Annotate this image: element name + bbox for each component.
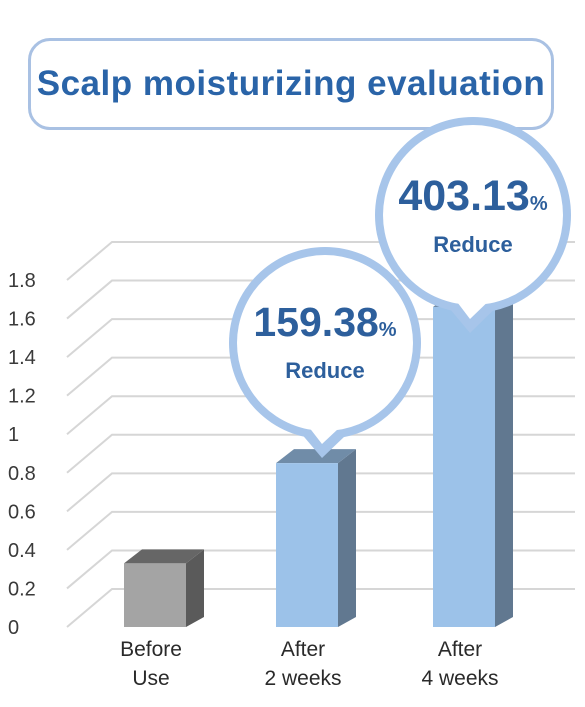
bar-front (276, 463, 338, 627)
y-axis-ticks: 0 0.2 0.4 0.6 0.8 1 1.2 1.4 1.6 1.8 (8, 270, 36, 639)
bars (124, 292, 513, 627)
bar-side (186, 549, 204, 627)
gridline (66, 472, 575, 513)
x-category-label: After (438, 638, 482, 661)
callout-label: Reduce (433, 232, 512, 257)
gridline (66, 510, 575, 551)
y-tick-label: 1.4 (8, 347, 36, 369)
callout-label: Reduce (285, 358, 364, 383)
gridline (66, 549, 575, 590)
x-category-label: After (281, 638, 325, 661)
callout-face (237, 255, 413, 431)
bar-front (433, 306, 495, 627)
y-tick-label: 1.2 (8, 386, 36, 408)
y-tick-label: 1.8 (8, 270, 36, 292)
callout-unit: % (379, 319, 397, 341)
callout-face (383, 125, 563, 305)
x-category-label: 2 weeks (264, 667, 341, 690)
bar-side (495, 292, 513, 627)
callout-pointer (443, 301, 503, 333)
bar-side (338, 449, 356, 627)
gridline (66, 433, 575, 474)
chart-title-box: Scalp moisturizing evaluation (28, 38, 554, 130)
x-axis-categories: Before Use After 2 weeks After 4 weeks (120, 638, 498, 690)
callout-unit: % (530, 193, 548, 215)
bar (276, 449, 356, 627)
callout-value: 159.38% (253, 299, 396, 345)
callout-pointer-inner (306, 423, 344, 444)
y-tick-label: 0.2 (8, 578, 36, 600)
x-category-label: Before (120, 638, 182, 661)
y-tick-label: 1 (8, 424, 19, 446)
x-category-label: Use (132, 667, 169, 690)
callout-bubble: 159.38% Reduce (229, 247, 421, 458)
y-tick-label: 0.8 (8, 463, 36, 485)
chart-title: Scalp moisturizing evaluation (36, 64, 546, 103)
y-tick-label: 1.6 (8, 309, 36, 331)
callout-number: 403.13 (398, 172, 530, 220)
y-tick-label: 0.4 (8, 540, 36, 562)
bar-front (124, 563, 186, 627)
bar (124, 549, 204, 627)
gridline (66, 588, 575, 628)
gridline (66, 318, 575, 358)
bar-top (276, 449, 356, 464)
callout-pointer (296, 427, 354, 458)
bar (433, 292, 513, 627)
y-tick-label: 0.6 (8, 501, 36, 523)
gridline (66, 356, 575, 397)
callout-bubble: 403.13% Reduce (375, 117, 571, 333)
callout-pointer-inner (453, 297, 493, 319)
grid-layer (66, 241, 575, 628)
y-tick-label: 0 (8, 617, 19, 639)
callouts: 159.38% Reduce 403.13% Reduce (229, 117, 571, 458)
gridline (66, 395, 575, 435)
callout-value: 403.13% (398, 172, 548, 220)
bar-top (124, 549, 204, 564)
x-category-label: 4 weeks (421, 667, 498, 690)
callout-number: 159.38 (253, 299, 378, 345)
